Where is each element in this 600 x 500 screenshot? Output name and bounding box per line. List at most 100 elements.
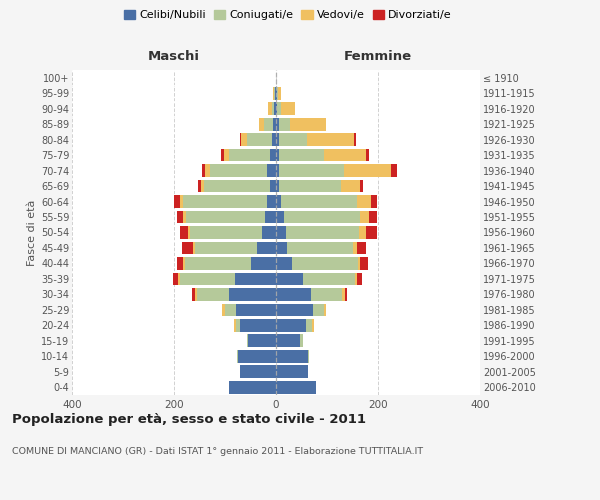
Bar <box>276 272 302 285</box>
Bar <box>276 366 308 378</box>
Bar <box>275 87 276 100</box>
Bar <box>325 149 366 162</box>
Y-axis label: Fasce di età: Fasce di età <box>26 200 37 266</box>
Bar <box>274 87 275 100</box>
Bar <box>311 288 342 300</box>
Bar <box>229 149 270 162</box>
Bar <box>251 257 276 270</box>
Bar <box>201 180 203 192</box>
Text: COMUNE DI MANCIANO (GR) - Dati ISTAT 1° gennaio 2011 - Elaborazione TUTTITALIA.I: COMUNE DI MANCIANO (GR) - Dati ISTAT 1° … <box>12 448 423 456</box>
Bar <box>292 257 358 270</box>
Bar <box>370 210 377 224</box>
Bar <box>197 288 229 300</box>
Bar <box>276 257 292 270</box>
Bar <box>276 87 277 100</box>
Bar <box>224 149 229 162</box>
Bar <box>278 164 344 177</box>
Bar <box>173 272 178 285</box>
Y-axis label: Anni di nascita: Anni di nascita <box>598 191 600 274</box>
Bar <box>225 304 236 316</box>
Bar <box>229 381 276 394</box>
Bar <box>247 334 248 347</box>
Bar <box>366 226 377 239</box>
Bar <box>307 134 353 146</box>
Bar <box>221 149 224 162</box>
Bar <box>233 319 236 332</box>
Bar <box>241 134 247 146</box>
Text: Femmine: Femmine <box>344 50 412 62</box>
Bar <box>324 304 326 316</box>
Bar <box>286 226 359 239</box>
Bar <box>177 210 183 224</box>
Bar <box>360 257 368 270</box>
Bar <box>290 118 326 130</box>
Bar <box>281 195 356 208</box>
Bar <box>353 242 356 254</box>
Bar <box>196 242 257 254</box>
Bar <box>182 195 267 208</box>
Bar <box>278 87 281 100</box>
Bar <box>278 180 341 192</box>
Bar <box>305 319 312 332</box>
Bar <box>356 195 371 208</box>
Bar <box>276 242 287 254</box>
Bar <box>202 164 205 177</box>
Bar <box>190 226 262 239</box>
Bar <box>276 118 278 130</box>
Bar <box>277 87 278 100</box>
Bar <box>180 226 188 239</box>
Bar <box>240 319 276 332</box>
Bar <box>270 149 276 162</box>
Bar <box>278 118 290 130</box>
Bar <box>205 164 210 177</box>
Bar <box>284 210 360 224</box>
Bar <box>188 226 190 239</box>
Bar <box>267 195 276 208</box>
Bar <box>345 288 347 300</box>
Bar <box>240 134 241 146</box>
Bar <box>276 180 278 192</box>
Text: Maschi: Maschi <box>148 50 200 62</box>
Bar <box>276 334 301 347</box>
Bar <box>248 334 276 347</box>
Bar <box>247 134 272 146</box>
Bar <box>276 226 286 239</box>
Bar <box>356 242 366 254</box>
Bar <box>301 334 303 347</box>
Bar <box>276 164 278 177</box>
Bar <box>360 180 362 192</box>
Bar <box>236 319 240 332</box>
Bar <box>259 118 264 130</box>
Bar <box>240 366 276 378</box>
Bar <box>203 180 270 192</box>
Bar <box>195 288 197 300</box>
Bar <box>265 210 276 224</box>
Bar <box>178 272 180 285</box>
Bar <box>183 210 186 224</box>
Bar <box>344 164 391 177</box>
Bar <box>270 180 276 192</box>
Bar <box>262 226 276 239</box>
Bar <box>182 242 193 254</box>
Bar <box>276 134 278 146</box>
Bar <box>276 288 311 300</box>
Bar <box>182 257 185 270</box>
Bar <box>174 195 180 208</box>
Bar <box>391 164 397 177</box>
Bar <box>180 272 235 285</box>
Bar <box>357 272 362 285</box>
Bar <box>185 257 251 270</box>
Bar <box>267 164 276 177</box>
Bar <box>273 87 274 100</box>
Bar <box>276 149 278 162</box>
Bar <box>236 304 276 316</box>
Bar <box>237 350 238 362</box>
Bar <box>268 102 272 115</box>
Bar <box>176 257 182 270</box>
Bar <box>278 149 325 162</box>
Bar <box>235 272 276 285</box>
Bar <box>342 288 345 300</box>
Bar <box>359 226 366 239</box>
Bar <box>264 118 274 130</box>
Bar <box>229 288 276 300</box>
